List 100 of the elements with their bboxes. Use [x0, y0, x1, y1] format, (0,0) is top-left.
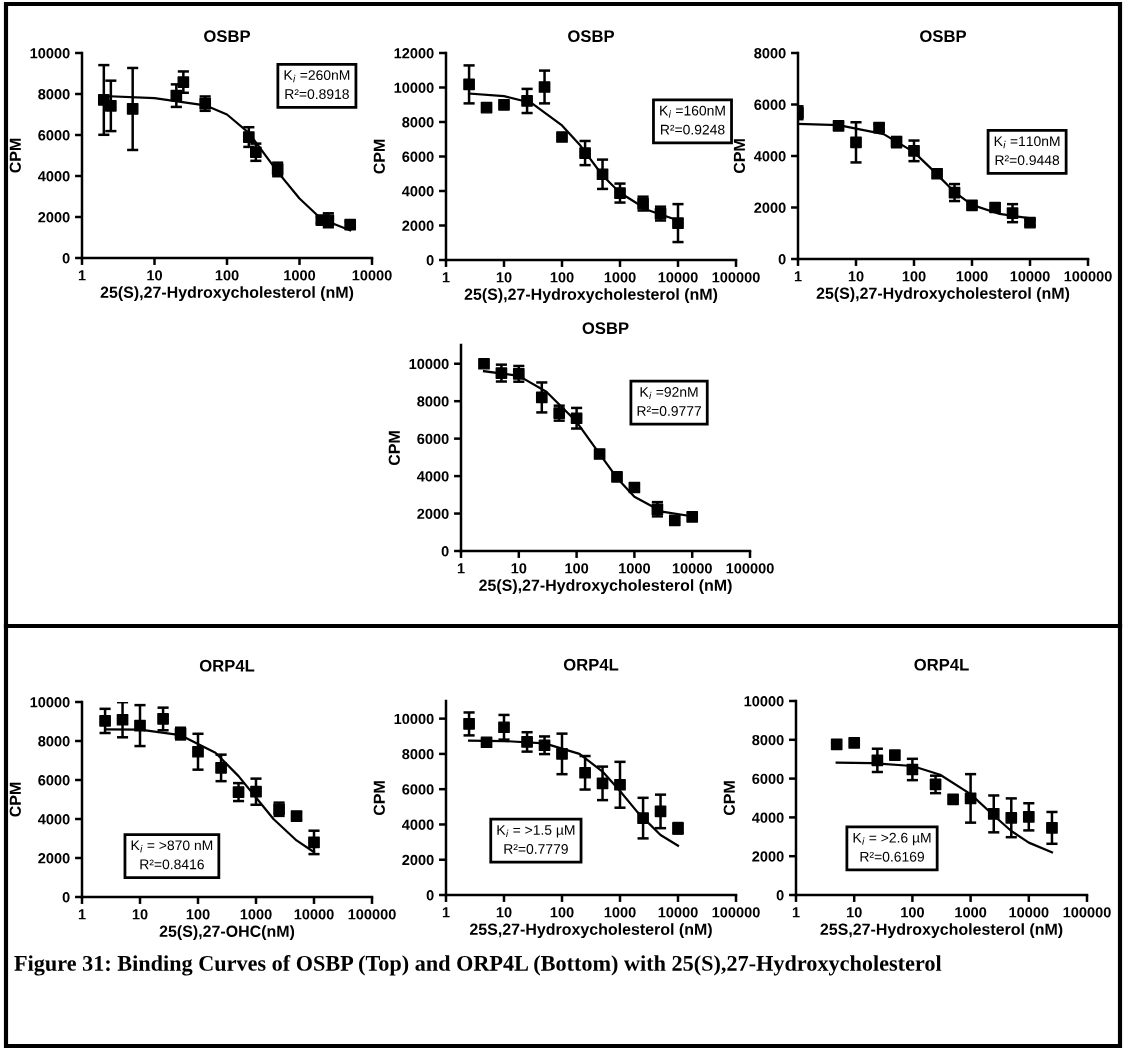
x-tick-label: 10 — [848, 271, 864, 282]
point — [596, 168, 609, 181]
y-tick-label: 2000 — [754, 202, 786, 213]
point — [521, 95, 533, 107]
point — [232, 786, 245, 798]
y-tick-label: 10000 — [30, 697, 70, 708]
point — [668, 514, 681, 527]
annotation: R²=0.7779 — [504, 844, 568, 854]
y-tick-label: 10000 — [744, 696, 784, 707]
point — [614, 187, 626, 199]
point — [830, 738, 843, 751]
x-tick-label: 1000 — [284, 270, 316, 281]
point — [1046, 822, 1058, 834]
x-tick-label: 100 — [550, 907, 574, 918]
point — [966, 199, 978, 212]
annotation: K$_{i}$ =110nM — [994, 136, 1060, 149]
point — [848, 737, 861, 749]
point — [116, 713, 129, 726]
x-axis-title: 25S,27-Hydroxycholesterol (nM) — [469, 923, 712, 939]
point — [832, 120, 845, 132]
x-tick-label: 1 — [442, 272, 450, 283]
point — [463, 718, 475, 730]
point — [495, 367, 508, 379]
point — [250, 785, 262, 798]
y-axis-title: CPM — [373, 139, 385, 174]
annotation: K$_{i}$ = >870 nM — [131, 840, 213, 853]
chart-title: OSBP — [568, 30, 615, 43]
y-tick-label: 6000 — [402, 784, 434, 795]
x-tick-label: 10 — [132, 909, 148, 920]
x-tick-label: 100000 — [1063, 907, 1111, 918]
annotation: K$_{i}$ =92nM — [640, 387, 698, 400]
point — [538, 739, 551, 752]
point — [480, 736, 493, 749]
x-axis-title: 25(S),27-Hydroxycholesterol (nM) — [100, 286, 354, 302]
point — [480, 101, 493, 114]
y-axis-title: CPM — [723, 781, 735, 816]
point — [535, 391, 548, 404]
x-tick-label: 100 — [215, 270, 239, 281]
point — [579, 147, 591, 159]
y-tick-label: 0 — [62, 892, 70, 903]
annotation: R²=0.8918 — [285, 89, 349, 100]
y-tick-label: 6000 — [402, 151, 434, 162]
y-tick-label: 2000 — [402, 220, 434, 231]
chart-title: ORP4L — [914, 658, 969, 671]
point — [290, 810, 303, 822]
annotation: R²=0.8416 — [140, 859, 204, 870]
x-tick-label: 100000 — [1064, 271, 1112, 282]
point — [215, 762, 227, 774]
caption: Figure 31: Binding Curves of OSBP (Top) and ORP4L (Bottom) with 25(S),27-Hydroxycholesterol — [14, 955, 942, 976]
chart-title: ORP4L — [563, 658, 619, 671]
y-tick-label: 8000 — [402, 749, 434, 760]
point — [908, 145, 920, 157]
point — [654, 805, 667, 818]
y-tick-label: 0 — [62, 253, 70, 264]
x-tick-label: 10000 — [658, 272, 698, 283]
point — [521, 736, 533, 748]
x-tick-label: 1000 — [604, 907, 636, 918]
x-tick-label: 10000 — [294, 909, 334, 920]
annotation: K$_{i}$ = >2.6 µM — [853, 832, 931, 846]
y-tick-label: 4000 — [751, 812, 784, 823]
x-tick-label: 1 — [792, 907, 800, 918]
y-tick-label: 2000 — [38, 853, 70, 864]
point — [987, 808, 1000, 820]
y-tick-label: 6000 — [754, 99, 786, 110]
annotation: R²=0.9248 — [661, 124, 725, 135]
x-axis-title: 25(S),27-Hydroxycholesterol (nM) — [479, 579, 732, 595]
chart-title: ORP4L — [199, 659, 255, 672]
x-tick-label: 1000 — [956, 271, 988, 282]
y-tick-label: 10000 — [409, 358, 449, 370]
x-tick-label: 10000 — [1009, 907, 1049, 918]
x-tick-label: 10000 — [658, 907, 698, 918]
x-tick-label: 1 — [457, 563, 465, 574]
y-tick-label: 10000 — [30, 48, 70, 59]
x-tick-label: 1000 — [619, 563, 651, 574]
x-tick-label: 100 — [901, 907, 924, 918]
x-tick-label: 100000 — [726, 563, 774, 574]
point — [889, 749, 901, 761]
x-tick-label: 100 — [186, 909, 210, 920]
y-tick-label: 4000 — [416, 471, 449, 482]
x-tick-label: 1000 — [955, 907, 987, 918]
point — [192, 745, 204, 758]
x-axis-title: 25(S),27-OHC(nM) — [159, 925, 295, 941]
point — [628, 481, 641, 494]
y-tick-label: 8000 — [417, 396, 449, 407]
x-axis-title: 25(S),27-Hydroxycholesterol (nM) — [464, 288, 718, 304]
y-tick-label: 8000 — [38, 736, 70, 747]
annotation: K$_{i}$ =260nM — [284, 70, 350, 83]
x-tick-label: 100000 — [712, 272, 760, 283]
x-tick-label: 10000 — [672, 563, 712, 574]
x-axis-title: 25(S),27-Hydroxycholesterol (nM) — [816, 287, 1070, 303]
y-axis-title: CPM — [9, 782, 21, 817]
point — [947, 793, 959, 806]
chart-title: OSBP — [920, 30, 967, 43]
y-tick-label: 4000 — [37, 171, 70, 182]
y-tick-label: 4000 — [37, 814, 70, 825]
y-tick-label: 12000 — [394, 48, 434, 59]
point — [579, 766, 591, 779]
chart-title: OSBP — [204, 30, 251, 43]
annotation: K$_{i}$ =160nM — [660, 105, 725, 118]
x-tick-label: 1 — [78, 909, 86, 920]
